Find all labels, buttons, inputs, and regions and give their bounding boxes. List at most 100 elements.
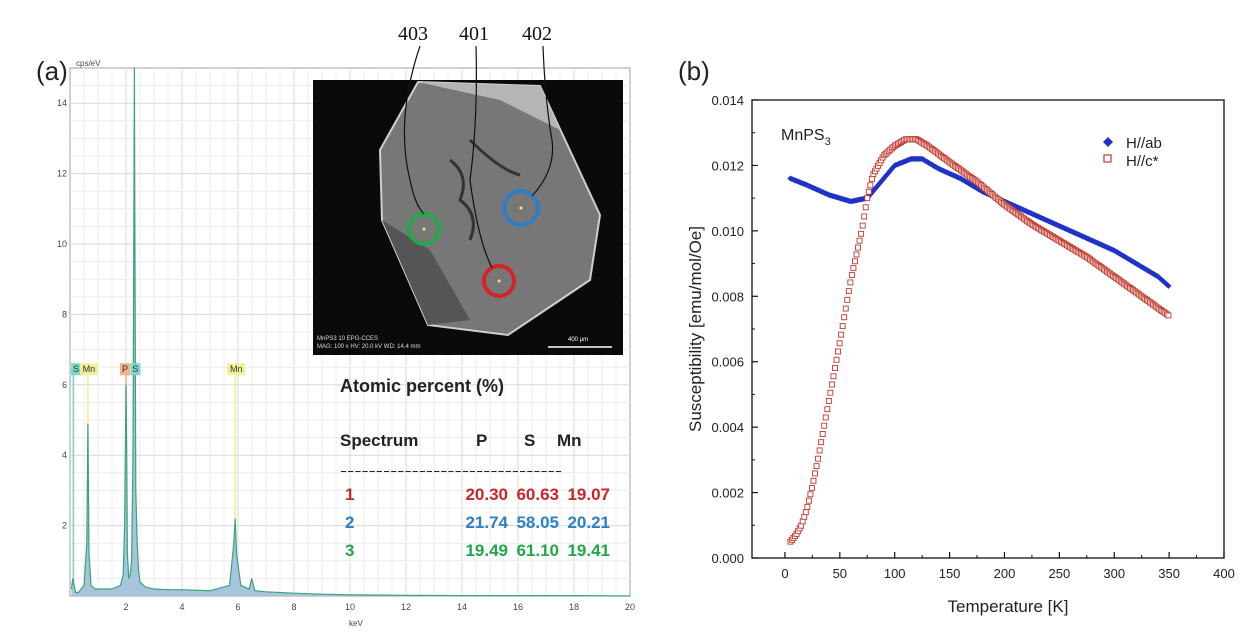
eds-peak-label-box [130,363,141,376]
point-h-c [836,340,843,347]
table-cell-spectrum: 2 [345,513,354,532]
legend-marker-h-c [1103,154,1112,163]
callout-leader-401 [469,45,493,269]
table-header-p: P [476,431,487,450]
point-h-c [819,430,826,437]
table-cell-mn: 20.21 [567,513,610,532]
callout-leader-403 [403,45,425,215]
chi-plot-frame [751,99,1225,559]
point-h-c [827,389,834,396]
table-cell-p: 19.49 [465,541,508,560]
point-h-c [804,504,811,511]
eds-x-tick-label: 12 [401,602,411,612]
chi-x-axis-label: Temperature [K] [948,597,1069,616]
atomic-percent-table: Atomic percent (%) Spectrum P S Mn -----… [340,376,610,560]
chi-axis-ticks [752,99,1225,559]
point-h-c [833,356,840,363]
sem-marker-blue [502,189,540,227]
chi-y-tick-label: 0.006 [711,355,744,370]
sem-marker-dot [519,206,523,210]
eds-x-tick-label: 16 [513,602,523,612]
point-h-c [802,509,809,516]
eds-x-tick-label: 2 [123,602,128,612]
eds-spectrum-line [70,67,631,597]
eds-peak-label: S [132,364,138,374]
callout-402: 402 [522,23,552,45]
table-header-mn: Mn [557,431,582,450]
point-h-c [859,222,866,229]
table-cell-s: 60.63 [516,485,559,504]
chi-x-tick-label: 350 [1158,566,1180,581]
eds-peak-labels: S Mn P S Mn [71,363,246,376]
chi-tick-labels: 0 50 100 150 200 250 300 350 400 0.000 0.002 0.004 0… [711,93,1234,581]
chi-y-tick-label: 0.008 [711,289,744,304]
chi-y-tick-label: 0.010 [711,224,744,239]
point-h-c [822,414,829,421]
point-h-c [1165,312,1172,319]
chi-x-tick-label: 50 [833,566,847,581]
chi-x-tick-label: 400 [1213,566,1235,581]
point-h-c [858,230,865,237]
point-h-c [864,195,871,202]
eds-x-tick-label: 20 [625,602,635,612]
point-h-ab [1165,282,1172,289]
chi-y-axis-label: Susceptibility [emu/mol/Oe] [686,226,705,432]
point-h-c [808,484,815,491]
sem-caption-line1: MnPS3 10 EPG-CCES [317,336,378,342]
eds-x-tick-label: 10 [345,602,355,612]
table-cell-p: 21.74 [465,513,508,532]
point-h-c [838,331,845,338]
eds-peak-label-box [227,363,246,376]
point-h-c [845,288,852,295]
point-h-c [818,439,825,446]
point-h-c [842,305,849,312]
callout-leader-402 [531,45,554,197]
point-h-c [825,398,832,404]
chi-y-tick-label: 0.002 [711,486,744,501]
table-divider: ------------------------------- [340,463,562,478]
table-cell-mn: 19.07 [567,485,610,504]
eds-y-tick-label: 2 [62,521,67,531]
chi-x-tick-label: 300 [1103,566,1125,581]
sem-caption-line2: MAG: 100 x HV: 20.0 kV WD: 14.4 mm [317,344,420,350]
panel-b-label: (b) [678,56,710,86]
sem-marker-dot [422,227,426,231]
legend-marker-h-ab [1103,137,1113,147]
table-cell-spectrum: 1 [345,485,354,504]
table-cell-p: 20.30 [465,485,508,504]
point-h-c [847,279,854,286]
sample-name: MnPS [781,127,825,144]
table-header-spectrum: Spectrum [340,431,418,450]
crystal-bright-edge [418,82,560,130]
table-header-s: S [524,431,535,450]
legend-label-h-ab: H//ab [1126,135,1162,152]
point-h-c [832,365,838,371]
point-h-c [835,348,842,355]
point-h-c [856,237,863,244]
eds-peak-label-box [120,363,130,376]
eds-y-tick-label: 14 [57,98,67,108]
eds-peak-label-box [71,363,81,376]
point-h-c [805,497,812,504]
eds-y-tick-label: 12 [57,169,67,179]
crystal-crack [449,138,521,241]
table-cell-s: 58.05 [516,513,559,532]
chi-y-tick-label: 0.004 [711,420,744,435]
point-h-c [815,455,822,462]
chi-x-tick-label: 250 [1048,566,1070,581]
panel-b-susceptibility: (b) 0 50 100 150 200 250 300 350 400 0.000 0.002 0.… [678,56,1235,616]
table-cell-s: 61.10 [516,541,559,560]
chi-y-tick-label: 0.012 [711,158,744,173]
chi-x-tick-label: 150 [939,566,961,581]
sample-subscript: 3 [825,136,831,148]
sem-scale-label: 400 µm [568,337,588,343]
eds-peak-label-box [79,363,98,376]
series-h-c [787,136,1172,545]
legend-label-h-c: H//c* [1126,153,1159,170]
point-h-c [810,477,817,484]
point-h-c [824,406,831,413]
table-cell-mn: 19.41 [567,541,610,560]
eds-x-tick-label: 4 [179,602,184,612]
point-h-c [839,322,846,329]
